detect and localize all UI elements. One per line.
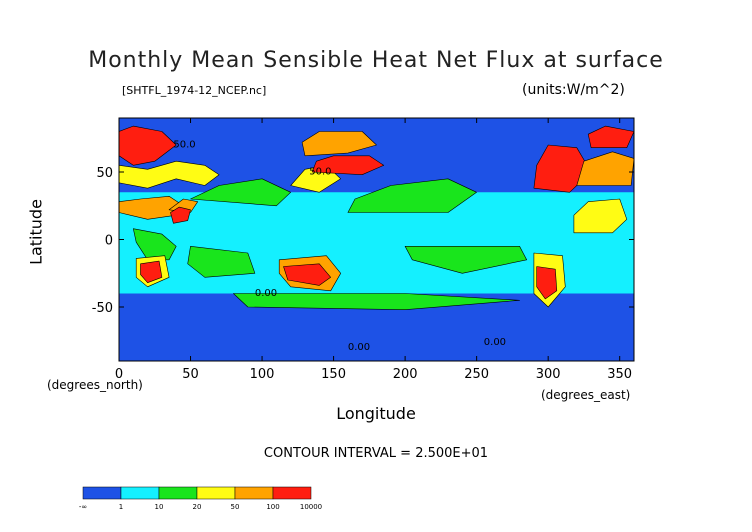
y-tick-label: -50 [92, 301, 113, 316]
flux-region-18 [576, 151, 634, 186]
contour-label: 50.0 [173, 140, 195, 151]
colorbar-swatch [82, 486, 122, 500]
x-tick-label: 350 [607, 367, 632, 382]
flux-region-11 [283, 263, 332, 286]
chart-title: Monthly Mean Sensible Heat Net Flux at s… [88, 48, 664, 73]
colorbar-swatch [196, 486, 236, 500]
contour-label: 0.00 [255, 288, 277, 299]
flux-region-19 [587, 125, 634, 148]
colorbar-label: 10000 [300, 503, 322, 511]
flux-region-23 [233, 293, 520, 311]
colorbar-swatch [272, 486, 312, 500]
contour-label: 50.0 [309, 167, 331, 178]
x-tick-label: 0 [115, 367, 123, 382]
colorbar: -∞ 1 10 20 50 100 10000 [79, 486, 322, 511]
colorbar-label: 50 [231, 503, 240, 511]
flux-region-9 [187, 246, 256, 278]
y-tick-label: 50 [96, 166, 113, 181]
x-tick-label: 300 [536, 367, 561, 382]
colorbar-label: 20 [193, 503, 202, 511]
colorbar-label: 10 [155, 503, 164, 511]
x-tick-label: 250 [464, 367, 489, 382]
flux-region-1 [119, 160, 220, 189]
y-tick-label: 0 [105, 234, 113, 249]
x-tick-label: 150 [321, 367, 346, 382]
units-label: (units:W/m^2) [522, 82, 625, 98]
flux-region-3 [190, 178, 292, 207]
flux-region-15 [347, 178, 477, 213]
axis-ticks: 0 50 100 150 200 250 300 350 -50 0 50 [92, 118, 634, 382]
flux-region-22 [536, 266, 558, 300]
colorbar-swatch [234, 486, 274, 500]
flux-region-0 [119, 125, 177, 166]
x-tick-label: 50 [182, 367, 199, 382]
flux-region-16 [404, 246, 528, 274]
flux-region-14 [301, 131, 377, 157]
flux-region-20 [573, 198, 628, 234]
colorbar-label: 100 [266, 503, 279, 511]
colorbar-swatch [158, 486, 198, 500]
x-tick-label: 100 [250, 367, 275, 382]
flux-region-17 [533, 144, 592, 193]
x-tick-label: 200 [393, 367, 418, 382]
flux-region-2 [119, 196, 184, 220]
contour-label: 0.00 [348, 342, 370, 353]
colorbar-label: 1 [119, 503, 123, 511]
contour-label: 0.00 [484, 337, 506, 348]
flux-region-8 [140, 260, 163, 284]
file-subtitle: [SHTFL_1974-12_NCEP.nc] [122, 84, 267, 97]
plot-area: 50.0 50.0 0.00 0.00 0.00 [119, 118, 634, 361]
colorbar-swatch [120, 486, 160, 500]
contour-interval: CONTOUR INTERVAL = 2.500E+01 [263, 446, 489, 461]
colorbar-label: -∞ [79, 503, 87, 511]
flux-region-6 [133, 228, 177, 261]
y-axis-units: (degrees_north) [47, 378, 143, 392]
flux-region-13 [311, 155, 385, 175]
x-axis-label: Longitude [336, 404, 416, 423]
x-axis-units: (degrees_east) [541, 388, 631, 402]
flux-region-5 [170, 206, 191, 224]
